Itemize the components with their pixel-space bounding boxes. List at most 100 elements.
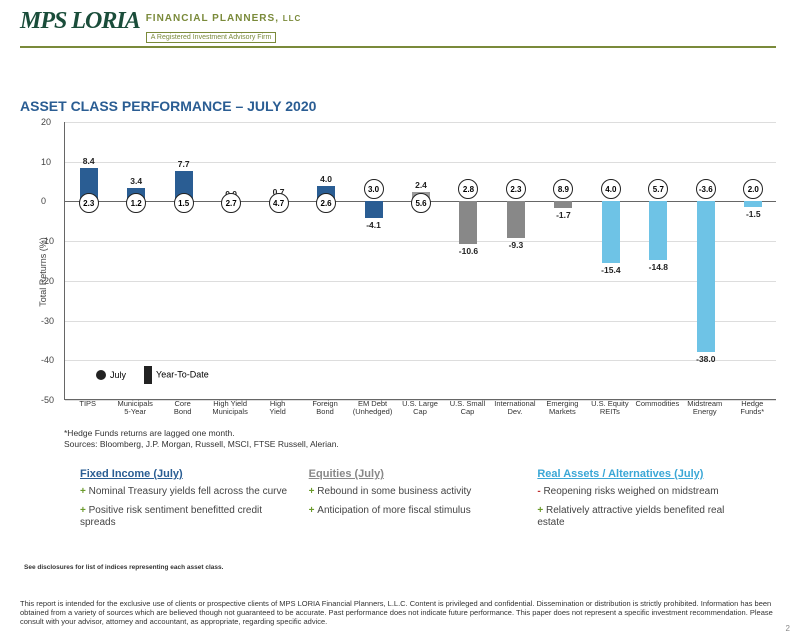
x-category-label: InternationalDev. (491, 400, 539, 417)
col-fixed-head: Fixed Income (July) (80, 468, 289, 480)
july-value-circle: 2.6 (316, 193, 336, 213)
ytd-bar (649, 201, 667, 260)
disclosure-small: See disclosures for list of indices repr… (24, 564, 776, 571)
x-category-label: ForeignBond (301, 400, 349, 417)
july-value-circle: -3.6 (696, 179, 716, 199)
chart-legend: July Year-To-Date (96, 366, 209, 384)
legend-ytd: Year-To-Date (144, 366, 209, 384)
commentary-bullet: + Positive risk sentiment benefitted cre… (80, 505, 289, 530)
plus-icon: + (80, 505, 89, 516)
commentary-bullet: + Nominal Treasury yields fell across th… (80, 486, 289, 499)
commentary-columns: Fixed Income (July) + Nominal Treasury y… (80, 468, 746, 536)
july-value-circle: 2.3 (506, 179, 526, 199)
bullet-text: Reopening risks weighed on midstream (543, 486, 718, 497)
logo-llc: LLC (283, 14, 302, 23)
y-tick-label: 20 (41, 117, 51, 127)
bullet-text: Rebound in some business activity (317, 486, 471, 497)
legend-ytd-label: Year-To-Date (156, 369, 209, 379)
x-category-label: MidstreamEnergy (681, 400, 729, 417)
x-axis-labels: TIPSMunicipals5-YearCoreBondHigh YieldMu… (64, 400, 776, 422)
ytd-value-label: 2.4 (415, 180, 427, 190)
gridline (65, 281, 776, 282)
ytd-bar (697, 201, 715, 352)
y-tick-label: -40 (41, 355, 54, 365)
y-tick-label: 0 (41, 196, 46, 206)
y-tick-label: -50 (41, 395, 54, 405)
gridline (65, 122, 776, 123)
gridline (65, 321, 776, 322)
col-real-assets: Real Assets / Alternatives (July) - Reop… (537, 468, 746, 536)
july-value-circle: 1.5 (174, 193, 194, 213)
footnote-line1: *Hedge Funds returns are lagged one mont… (64, 428, 776, 439)
logo-tagline: A Registered Investment Advisory Firm (146, 32, 277, 43)
commentary-bullet: - Reopening risks weighed on midstream (537, 486, 746, 499)
x-category-label: TIPS (64, 400, 112, 408)
asset-class-chart: Total Returns (%) -50-40-30-20-10010208.… (36, 122, 776, 422)
july-value-circle: 2.7 (221, 193, 241, 213)
bullet-text: Positive risk sentiment benefitted credi… (80, 505, 262, 529)
col-fixed-income: Fixed Income (July) + Nominal Treasury y… (80, 468, 289, 536)
x-category-label: Municipals5-Year (111, 400, 159, 417)
ytd-value-label: -1.5 (746, 209, 761, 219)
y-tick-label: -20 (41, 276, 54, 286)
commentary-bullet: + Anticipation of more fiscal stimulus (309, 505, 518, 518)
ytd-bar (507, 201, 525, 238)
y-tick-label: 10 (41, 157, 51, 167)
ytd-bar (365, 201, 383, 217)
chart-footnote: *Hedge Funds returns are lagged one mont… (64, 428, 776, 450)
footnote-line2: Sources: Bloomberg, J.P. Morgan, Russell… (64, 439, 776, 450)
commentary-bullet: + Relatively attractive yields benefited… (537, 505, 746, 530)
y-tick-label: -30 (41, 316, 54, 326)
july-value-circle: 5.7 (648, 179, 668, 199)
july-value-circle: 8.9 (553, 179, 573, 199)
x-category-label: EM Debt(Unhedged) (349, 400, 397, 417)
col-real-head: Real Assets / Alternatives (July) (537, 468, 746, 480)
x-category-label: EmergingMarkets (538, 400, 586, 417)
july-value-circle: 1.2 (126, 193, 146, 213)
ytd-value-label: -1.7 (556, 210, 571, 220)
x-category-label: HedgeFunds* (728, 400, 776, 417)
logo-sub-text: FINANCIAL PLANNERS, (146, 13, 279, 24)
page-number: 2 (786, 624, 790, 633)
x-category-label: CoreBond (159, 400, 207, 417)
commentary-bullet: + Rebound in some business activity (309, 486, 518, 499)
logo-sub-wrap: FINANCIAL PLANNERS, LLC A Registered Inv… (146, 8, 302, 44)
ytd-value-label: -38.0 (696, 354, 715, 364)
ytd-value-label: -14.8 (649, 262, 668, 272)
x-category-label: U.S. EquityREITs (586, 400, 634, 417)
plus-icon: + (537, 505, 546, 516)
disclaimer: This report is intended for the exclusiv… (20, 599, 776, 627)
chart-title: ASSET CLASS PERFORMANCE – JULY 2020 (20, 98, 776, 114)
legend-july: July (96, 370, 126, 381)
gridline (65, 241, 776, 242)
legend-dot-icon (96, 370, 106, 380)
july-value-circle: 2.0 (743, 179, 763, 199)
x-category-label: HighYield (254, 400, 302, 417)
july-value-circle: 4.0 (601, 179, 621, 199)
bullet-text: Nominal Treasury yields fell across the … (89, 486, 287, 497)
col-equities-head: Equities (July) (309, 468, 518, 480)
legend-july-label: July (110, 370, 126, 380)
ytd-value-label: 7.7 (178, 159, 190, 169)
july-value-circle: 4.7 (269, 193, 289, 213)
ytd-value-label: 4.0 (320, 174, 332, 184)
ytd-value-label: -9.3 (509, 240, 524, 250)
x-category-label: U.S. LargeCap (396, 400, 444, 417)
logo-main-text: MPS LORIA (20, 8, 140, 34)
ytd-value-label: 8.4 (83, 156, 95, 166)
x-category-label: U.S. SmallCap (443, 400, 491, 417)
july-value-circle: 2.3 (79, 193, 99, 213)
x-category-label: High YieldMunicipals (206, 400, 254, 417)
logo-main: MPS LORIA (20, 8, 140, 35)
logo-header: MPS LORIA FINANCIAL PLANNERS, LLC A Regi… (20, 8, 776, 48)
july-value-circle: 2.8 (458, 179, 478, 199)
july-value-circle: 5.6 (411, 193, 431, 213)
ytd-value-label: -4.1 (366, 220, 381, 230)
legend-bar-icon (144, 366, 152, 384)
ytd-bar (554, 201, 572, 208)
col-equities: Equities (July) + Rebound in some busine… (309, 468, 518, 536)
ytd-bar (602, 201, 620, 262)
ytd-value-label: -15.4 (601, 265, 620, 275)
bullet-text: Anticipation of more fiscal stimulus (317, 505, 470, 516)
ytd-value-label: 3.4 (130, 176, 142, 186)
